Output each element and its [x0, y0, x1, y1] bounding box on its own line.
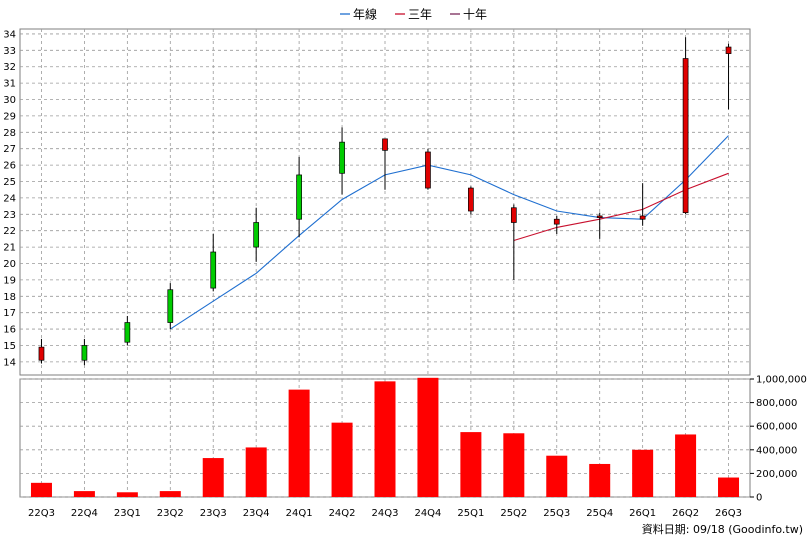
price-tick-label: 15 [3, 341, 16, 352]
x-tick-label: 24Q3 [372, 508, 399, 519]
candle-body [210, 251, 217, 289]
ma-line-年線 [170, 135, 729, 330]
volume-tick-label: 200,000 [756, 469, 797, 480]
volume-bar [116, 492, 138, 497]
volume-bar [632, 449, 654, 497]
x-tick-label: 24Q4 [414, 508, 441, 519]
price-tick-label: 29 [3, 111, 16, 122]
price-tick-label: 18 [3, 292, 16, 303]
candle-body [124, 322, 131, 343]
ma-line-三年 [513, 172, 729, 242]
candle-body [682, 58, 689, 214]
candle-body [81, 345, 88, 361]
volume-tick-label: 400,000 [756, 445, 797, 456]
x-tick-label: 23Q1 [114, 508, 141, 519]
x-tick-label: 25Q4 [586, 508, 613, 519]
volume-tick-label: 0 [756, 493, 762, 504]
price-tick-label: 27 [3, 144, 16, 155]
volume-bar [331, 422, 353, 497]
volume-bar [460, 432, 482, 497]
x-tick-label: 23Q2 [157, 508, 184, 519]
price-tick-label: 30 [3, 95, 16, 106]
legend-label: 三年 [408, 8, 432, 22]
source-label: 資料日期: 09/18 (Goodinfo.tw) [642, 522, 803, 536]
volume-bar [417, 377, 439, 497]
volume-bar [288, 389, 310, 497]
x-tick-label: 25Q3 [543, 508, 570, 519]
price-tick-label: 26 [3, 161, 16, 172]
volume-bar [202, 458, 224, 497]
legend-label: 十年 [463, 8, 487, 22]
volume-bar [546, 455, 568, 497]
candle-body [296, 174, 302, 220]
price-tick-label: 24 [3, 193, 16, 204]
x-tick-label: 26Q1 [629, 508, 656, 519]
volume-tick-label: 1,000,000 [756, 375, 807, 386]
volume-bar [374, 381, 396, 497]
volume-bar [718, 477, 740, 497]
price-tick-label: 21 [3, 243, 16, 254]
price-tick-label: 34 [3, 29, 16, 40]
candle-body [468, 187, 474, 212]
x-tick-label: 22Q4 [71, 508, 98, 519]
price-tick-label: 28 [3, 128, 16, 139]
price-tick-label: 14 [3, 357, 16, 368]
volume-bar [589, 463, 611, 497]
x-tick-label: 26Q2 [672, 508, 699, 519]
volume-tick-label: 800,000 [756, 398, 797, 409]
candle-body [425, 151, 431, 189]
x-tick-label: 24Q1 [286, 508, 313, 519]
x-tick-label: 25Q2 [500, 508, 527, 519]
x-tick-label: 23Q4 [243, 508, 270, 519]
legend: 年線 三年 十年 [340, 7, 487, 22]
price-tick-label: 17 [3, 308, 16, 319]
price-tick-label: 19 [3, 275, 16, 286]
candle-body [167, 289, 174, 323]
price-tick-label: 22 [3, 226, 16, 237]
candle-body [38, 346, 45, 361]
candle-body [596, 215, 603, 218]
volume-bar [245, 447, 267, 497]
price-tick-label: 33 [3, 46, 16, 57]
volume-bar [675, 434, 697, 497]
price-panel: 14 15 16 17 18 19 20 21 22 23 24 25 26 27 28 29 30 31 32 33… [3, 28, 751, 376]
volume-bar [159, 491, 181, 497]
x-tick-label: 22Q3 [28, 508, 55, 519]
volume-bar [503, 433, 525, 497]
x-tick-label: 25Q1 [457, 508, 484, 519]
volume-bar [30, 482, 52, 497]
x-tick-label: 24Q2 [329, 508, 356, 519]
x-tick-label: 26Q3 [715, 508, 742, 519]
candle-body [553, 218, 560, 225]
candle-body [339, 141, 345, 174]
candle-body [725, 46, 732, 54]
candle-body [382, 138, 388, 151]
legend-label: 年線 [353, 7, 377, 22]
volume-bar [73, 491, 95, 497]
candle-body [510, 207, 517, 223]
price-tick-label: 25 [3, 177, 16, 188]
volume-tick-label: 600,000 [756, 422, 797, 433]
price-tick-label: 20 [3, 259, 16, 270]
x-tick-label: 23Q3 [200, 508, 227, 519]
candle-body [639, 215, 646, 220]
price-tick-label: 32 [3, 62, 16, 73]
candle-body [253, 222, 260, 248]
price-tick-label: 31 [3, 79, 16, 90]
x-axis: 22Q3 22Q4 23Q1 23Q2 23Q3 23Q4 24Q1 24Q2 24Q3 24Q4… [28, 508, 742, 519]
price-tick-label: 16 [3, 325, 16, 336]
volume-panel: 0 200,000 400,000 600,000 800,000 1,000,000 [19, 375, 807, 504]
price-tick-label: 23 [3, 210, 16, 221]
